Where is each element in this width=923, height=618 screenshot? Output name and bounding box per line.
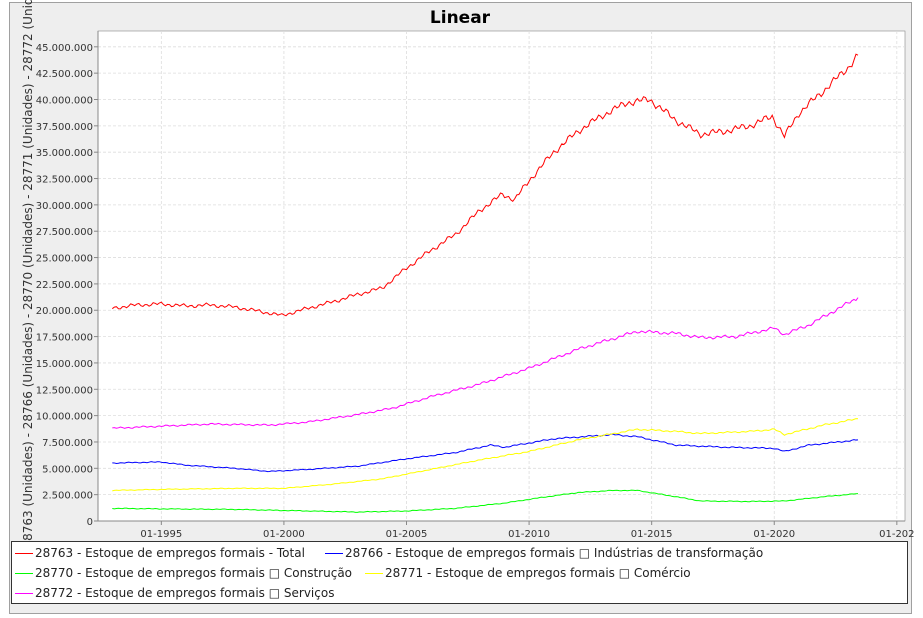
y-tick-label: 15.000.000	[36, 359, 93, 370]
legend-label: 28766 - Estoque de empregos formais □ In…	[345, 546, 764, 560]
legend-swatch	[15, 592, 33, 594]
y-tick-label: 10.000.000	[36, 412, 93, 423]
y-tick-label: 27.500.000	[36, 227, 93, 238]
x-tick-label: 01-2005	[386, 529, 428, 540]
legend-item: 28770 - Estoque de empregos formais □ Co…	[15, 564, 352, 582]
y-tick-label: 35.000.000	[36, 148, 93, 159]
series-line-28763	[111, 53, 859, 317]
axes: 0 2.500.000 5.000.000 7.500.000 10.000.000 12…	[36, 31, 915, 540]
legend-item: 28772 - Estoque de empregos formais □ Se…	[15, 584, 334, 602]
legend-swatch	[15, 552, 33, 554]
series-line-28771	[112, 418, 859, 492]
legend-swatch	[365, 572, 383, 574]
series-line-28772	[112, 297, 859, 429]
y-tick-label: 42.500.000	[36, 69, 93, 80]
y-tick-label: 12.500.000	[36, 385, 93, 396]
x-tick-label: 01-2010	[508, 529, 550, 540]
x-tick-label: 01-202	[879, 529, 914, 540]
y-axis-label: 28763 (Unidades) - 28766 (Unidades) - 28…	[21, 0, 35, 549]
y-tick-label: 7.500.000	[42, 438, 93, 449]
legend-label: 28771 - Estoque de empregos formais □ Co…	[385, 566, 691, 580]
y-tick-label: 2.500.000	[42, 491, 93, 502]
legend-label: 28763 - Estoque de empregos formais - To…	[35, 546, 305, 560]
legend: 28763 - Estoque de empregos formais - To…	[11, 541, 908, 604]
y-tick-label: 25.000.000	[36, 254, 93, 265]
legend-label: 28770 - Estoque de empregos formais □ Co…	[35, 566, 353, 580]
series-layer	[111, 53, 859, 513]
legend-item: 28763 - Estoque de empregos formais - To…	[15, 544, 305, 562]
y-tick-label: 0	[87, 517, 93, 528]
x-tick-label: 01-2020	[753, 529, 795, 540]
series-line-28766	[112, 433, 859, 473]
y-tick-label: 5.000.000	[42, 464, 93, 475]
chart-title: Linear	[430, 8, 491, 28]
y-tick-label: 40.000.000	[36, 95, 93, 106]
legend-item: 28771 - Estoque de empregos formais □ Co…	[365, 564, 691, 582]
grid-lines	[98, 31, 905, 521]
x-tick-label: 01-2000	[263, 529, 305, 540]
x-tick-label: 01-1995	[140, 529, 182, 540]
y-tick-label: 45.000.000	[36, 43, 93, 54]
series-line-28770	[112, 489, 859, 513]
legend-swatch	[15, 572, 33, 574]
x-tick-label: 01-2015	[631, 529, 673, 540]
y-tick-label: 20.000.000	[36, 306, 93, 317]
plot-area	[97, 30, 906, 522]
legend-swatch	[325, 552, 343, 554]
y-tick-label: 30.000.000	[36, 201, 93, 212]
legend-label: 28772 - Estoque de empregos formais □ Se…	[35, 586, 335, 600]
y-tick-label: 22.500.000	[36, 280, 93, 291]
legend-item: 28766 - Estoque de empregos formais □ In…	[325, 544, 763, 562]
y-tick-label: 37.500.000	[36, 122, 93, 133]
y-tick-label: 17.500.000	[36, 333, 93, 344]
y-tick-label: 32.500.000	[36, 175, 93, 186]
